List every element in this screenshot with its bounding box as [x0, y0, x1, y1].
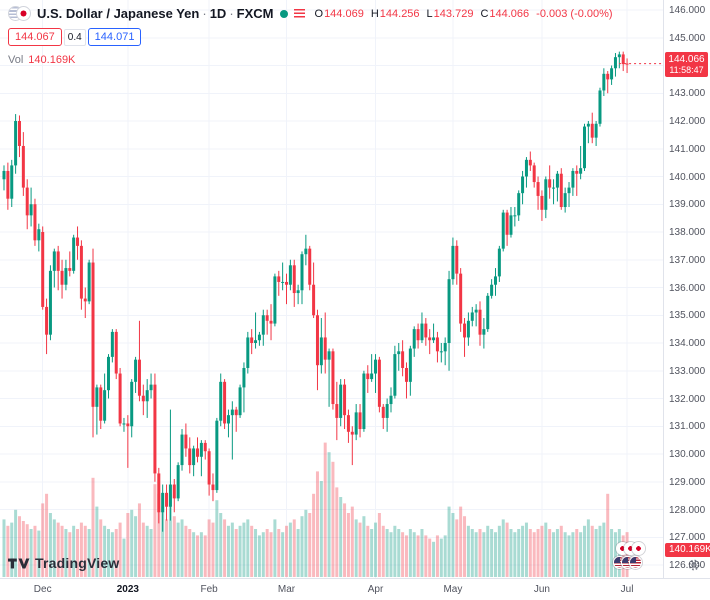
price-axis-label: 128.000: [669, 504, 706, 516]
event-list-icon[interactable]: [293, 9, 305, 18]
price-axis-label: 132.000: [669, 393, 706, 405]
price-axis-label: 145.000: [669, 32, 706, 44]
price-axis-label: 134.000: [669, 338, 706, 349]
volume-label: Vol: [8, 54, 24, 66]
price-axis-label: 143.000: [669, 88, 706, 100]
price-axis-label: 142.000: [669, 116, 706, 127]
time-axis[interactable]: Dec 2023 Feb Mar Apr May Jun Jul: [0, 578, 710, 600]
low-label: L: [426, 7, 433, 20]
time-axis-label[interactable]: Jun: [533, 584, 550, 595]
tradingview-mark-icon: [8, 558, 30, 568]
interval-label[interactable]: 1D: [209, 6, 227, 21]
settings-gear-icon[interactable]: [688, 559, 700, 571]
tradingview-logo[interactable]: TradingView: [8, 555, 119, 571]
price-axis-label: 146.000: [669, 5, 706, 16]
current-price-badge: 144.066 11:58:47: [665, 51, 708, 77]
time-axis-label[interactable]: May: [443, 584, 463, 595]
low-value: 143.729: [433, 7, 474, 20]
price-axis-label: 136.000: [669, 282, 706, 294]
bar-close-countdown: 11:58:47: [669, 64, 704, 75]
candlestick-chart[interactable]: [0, 0, 663, 578]
price-axis-label: 139.000: [669, 199, 706, 211]
spread-label: 0.4: [63, 28, 86, 46]
open-value: 144.069: [324, 7, 364, 20]
price-axis-label: 129.000: [669, 476, 706, 488]
bid-ask-row: 144.067 0.4 144.071: [8, 28, 613, 46]
price-axis[interactable]: 144.066 11:58:47 140.169K 146.000 145.000…: [663, 0, 710, 578]
japan-flag-circle-icon: [16, 6, 31, 21]
time-axis-label[interactable]: Apr: [367, 584, 384, 595]
price-axis-label: 133.000: [669, 365, 706, 377]
price-axis-label: 127.000: [669, 532, 706, 544]
symbol-row: U.S. Dollar / Japanese Yen · 1D · FXCM O 144.…: [8, 6, 613, 21]
economic-event-us-flag-icon[interactable]: [629, 556, 642, 569]
ohlc-readout: O 144.069 H 144.256 L 143.729 C 144.066 -0.0…: [315, 8, 613, 20]
high-value: 144.256: [379, 7, 420, 20]
high-label: H: [370, 7, 379, 20]
separator-dot: ·: [202, 6, 207, 21]
open-label: O: [314, 7, 324, 20]
current-price-value: 144.066: [668, 53, 705, 65]
time-axis-label[interactable]: Mar: [277, 584, 296, 595]
symbol-name: U.S. Dollar / Japanese Yen: [37, 6, 200, 21]
time-axis-label[interactable]: 2023: [116, 584, 139, 595]
price-axis-label: 130.000: [669, 449, 706, 460]
close-label: C: [480, 7, 489, 20]
tradingview-logo-text: TradingView: [35, 555, 120, 571]
currency-pair-logo-icon[interactable]: [8, 6, 31, 21]
volume-value: 140.169K: [28, 54, 76, 66]
market-status-icon[interactable]: [279, 9, 288, 18]
price-axis-label: 137.000: [669, 254, 706, 266]
price-axis-label: 131.000: [669, 421, 706, 433]
sell-bid-button[interactable]: 144.067: [8, 28, 62, 46]
price-axis-label: 135.000: [669, 310, 706, 322]
volume-row: Vol 140.169K: [8, 54, 613, 66]
time-axis-label[interactable]: Feb: [200, 584, 218, 595]
exchange-label: FXCM: [236, 6, 274, 21]
price-axis-label: 141.000: [669, 143, 706, 155]
price-axis-label: 126.000: [669, 560, 706, 571]
symbol-title[interactable]: U.S. Dollar / Japanese Yen · 1D · FXCM: [37, 6, 274, 21]
time-axis-label[interactable]: Jul: [620, 584, 634, 595]
economic-event-japan-flag-icon[interactable]: [632, 542, 645, 555]
close-value: 144.066: [489, 7, 530, 20]
price-axis-label: 140.000: [669, 171, 706, 183]
price-axis-label: 138.000: [669, 227, 706, 238]
chart-legend: U.S. Dollar / Japanese Yen · 1D · FXCM O 144.…: [8, 6, 613, 66]
buy-ask-button[interactable]: 144.071: [87, 28, 142, 46]
current-volume-badge: 140.169K: [665, 543, 710, 557]
separator-dot: ·: [229, 6, 234, 21]
time-axis-label[interactable]: Dec: [33, 584, 52, 595]
change-value: -0.003 (-0.00%): [536, 7, 613, 20]
